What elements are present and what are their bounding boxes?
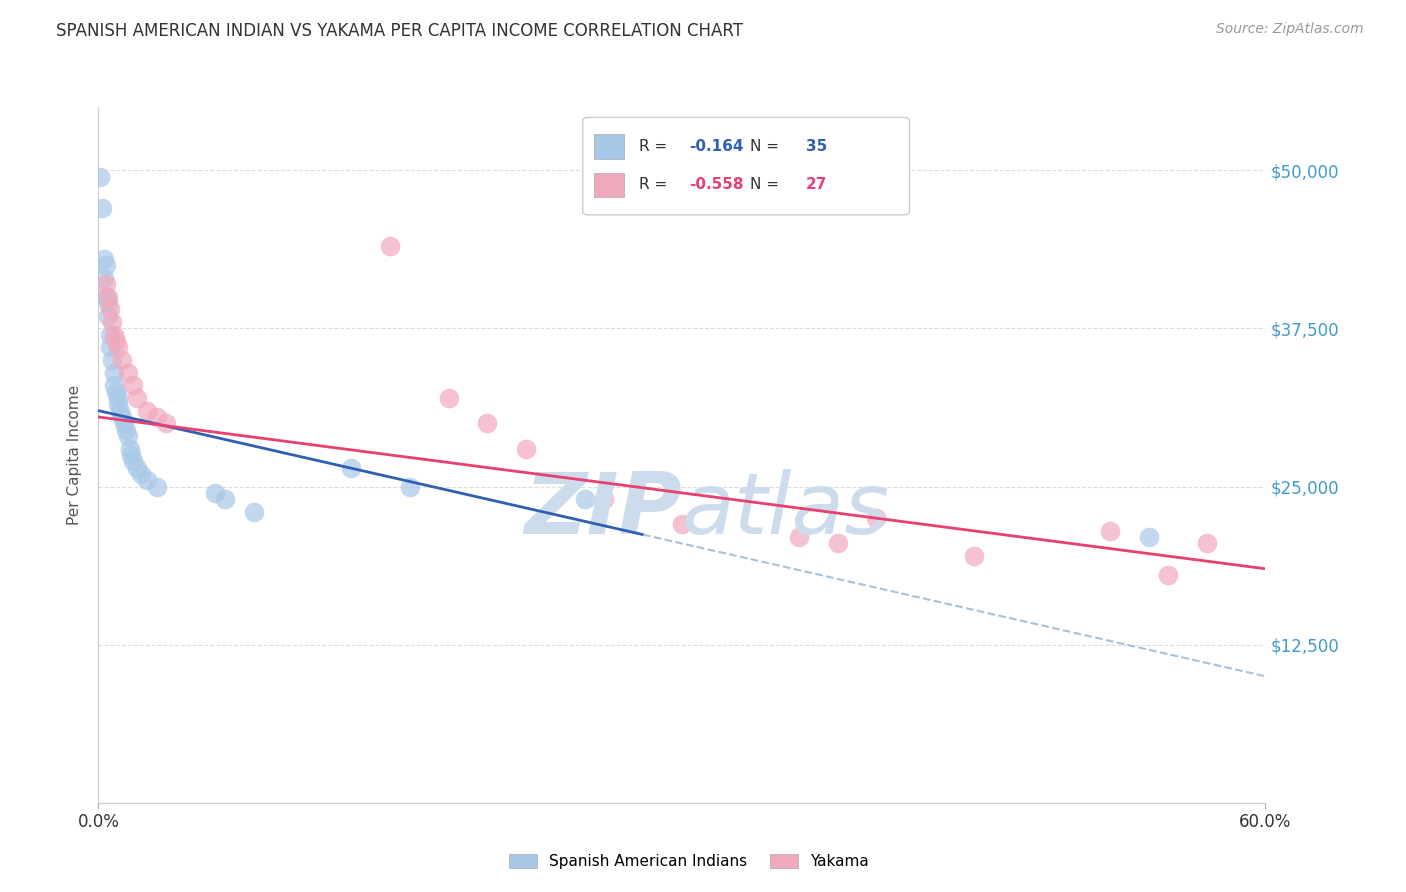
Text: N =: N = bbox=[749, 138, 779, 153]
Point bbox=[593, 492, 616, 507]
Y-axis label: Per Capita Income: Per Capita Income bbox=[67, 384, 83, 525]
Point bbox=[136, 473, 159, 487]
Point bbox=[91, 201, 114, 215]
Point bbox=[111, 409, 134, 424]
Point bbox=[1157, 568, 1180, 582]
FancyBboxPatch shape bbox=[582, 118, 910, 215]
Point bbox=[787, 530, 810, 544]
Text: -0.558: -0.558 bbox=[689, 178, 744, 193]
Point bbox=[107, 340, 129, 354]
Point bbox=[97, 309, 120, 323]
Point bbox=[1195, 536, 1218, 550]
Point bbox=[1098, 524, 1121, 538]
Point bbox=[398, 479, 420, 493]
Point bbox=[129, 467, 152, 481]
Point bbox=[97, 296, 120, 310]
Point bbox=[104, 384, 127, 399]
Point bbox=[378, 239, 402, 253]
Point bbox=[117, 366, 139, 380]
Text: -0.164: -0.164 bbox=[689, 138, 744, 153]
Point bbox=[671, 517, 693, 532]
Text: 35: 35 bbox=[806, 138, 827, 153]
Point bbox=[103, 378, 125, 392]
Legend: Spanish American Indians, Yakama: Spanish American Indians, Yakama bbox=[503, 848, 875, 875]
Point bbox=[101, 315, 124, 329]
Text: N =: N = bbox=[749, 178, 779, 193]
Point bbox=[204, 486, 226, 500]
Point bbox=[340, 460, 363, 475]
Point bbox=[93, 270, 115, 285]
Point bbox=[121, 448, 143, 462]
Point bbox=[112, 417, 135, 431]
Point bbox=[515, 442, 537, 456]
Point bbox=[827, 536, 849, 550]
Point bbox=[97, 290, 120, 304]
Point bbox=[865, 511, 887, 525]
Point bbox=[118, 442, 141, 456]
Point bbox=[93, 252, 115, 266]
Point bbox=[117, 429, 139, 443]
Point bbox=[437, 391, 460, 405]
Point bbox=[122, 454, 145, 468]
Text: R =: R = bbox=[638, 138, 672, 153]
Text: Source: ZipAtlas.com: Source: ZipAtlas.com bbox=[1216, 22, 1364, 37]
Point bbox=[243, 505, 266, 519]
Point bbox=[111, 353, 134, 368]
Point bbox=[1137, 530, 1160, 544]
Point bbox=[98, 340, 121, 354]
Point bbox=[136, 403, 159, 417]
Point bbox=[89, 169, 111, 184]
Point bbox=[103, 366, 125, 380]
Point bbox=[127, 460, 149, 475]
Point bbox=[574, 492, 596, 507]
Point bbox=[104, 334, 127, 348]
Point bbox=[146, 479, 169, 493]
Point bbox=[98, 302, 121, 317]
Point bbox=[114, 423, 136, 437]
Point bbox=[127, 391, 149, 405]
Point bbox=[477, 417, 499, 431]
Point bbox=[96, 290, 118, 304]
Point bbox=[108, 403, 131, 417]
Point bbox=[107, 391, 129, 405]
Point bbox=[155, 417, 177, 431]
Text: atlas: atlas bbox=[682, 469, 890, 552]
Point bbox=[103, 327, 125, 342]
Point bbox=[107, 397, 129, 411]
Point bbox=[122, 378, 145, 392]
Text: 27: 27 bbox=[806, 178, 827, 193]
Point bbox=[98, 327, 121, 342]
Point bbox=[962, 549, 984, 563]
Text: R =: R = bbox=[638, 178, 672, 193]
Point bbox=[96, 277, 118, 292]
Bar bbox=[595, 134, 623, 159]
Text: ZIP: ZIP bbox=[524, 469, 682, 552]
Point bbox=[96, 258, 118, 272]
Point bbox=[214, 492, 236, 507]
Bar bbox=[595, 173, 623, 197]
Text: SPANISH AMERICAN INDIAN VS YAKAMA PER CAPITA INCOME CORRELATION CHART: SPANISH AMERICAN INDIAN VS YAKAMA PER CA… bbox=[56, 22, 744, 40]
Point bbox=[146, 409, 169, 424]
Point bbox=[101, 353, 124, 368]
